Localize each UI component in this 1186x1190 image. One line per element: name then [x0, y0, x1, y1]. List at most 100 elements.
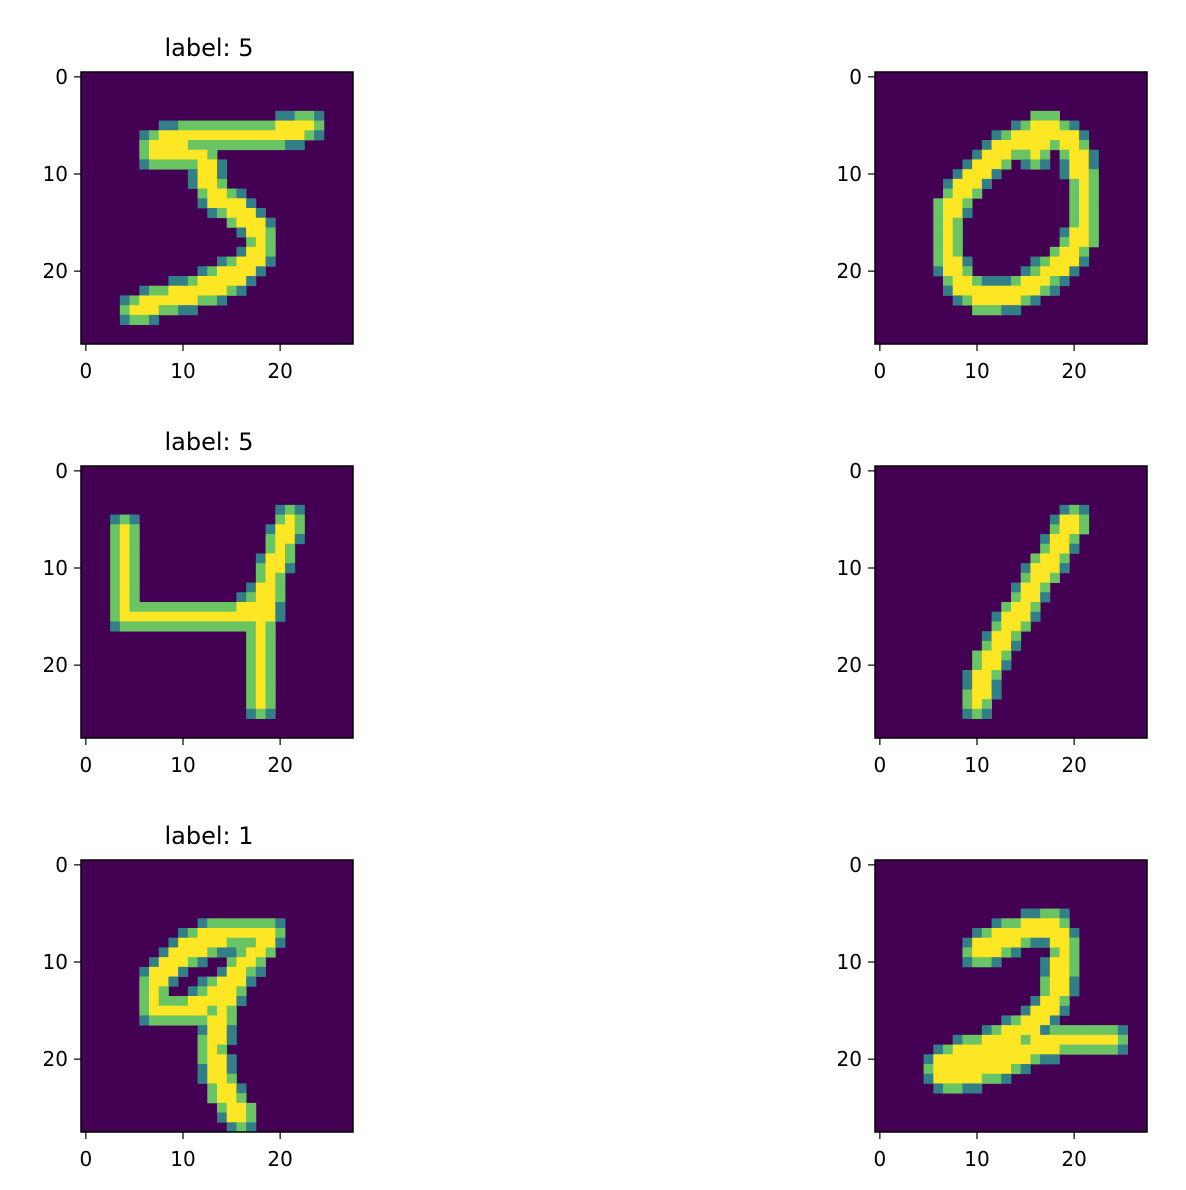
- image-pixel: [962, 1044, 973, 1055]
- image-pixel: [149, 1005, 160, 1016]
- image-pixel: [217, 937, 228, 948]
- image-pixel: [285, 110, 296, 121]
- image-pixel: [314, 110, 325, 121]
- image-pixel: [1069, 937, 1080, 948]
- image-pixel: [1059, 524, 1070, 535]
- image-pixel: [187, 1015, 198, 1026]
- image-pixel: [1049, 986, 1060, 997]
- image-pixel: [168, 976, 179, 987]
- image-pixel: [110, 514, 121, 525]
- image-pixel: [1088, 188, 1099, 199]
- y-tick-label: 20: [43, 1047, 68, 1071]
- image-pixel: [1079, 504, 1090, 515]
- image-pixel: [1020, 592, 1031, 603]
- image-pixel: [255, 237, 266, 248]
- image-pixel: [1030, 1034, 1041, 1045]
- image-pixel: [1108, 1025, 1119, 1036]
- image-pixel: [139, 149, 150, 160]
- image-pixel: [962, 169, 973, 180]
- image-pixel: [119, 563, 130, 574]
- image-pixel: [275, 140, 286, 151]
- image-pixel: [991, 947, 1002, 958]
- image-pixel: [1001, 602, 1012, 613]
- image-pixel: [265, 582, 276, 593]
- image-pixel: [129, 314, 140, 325]
- image-pixel: [1040, 130, 1051, 141]
- image-pixel: [1020, 1005, 1031, 1016]
- x-tick-label: 20: [1061, 1147, 1086, 1171]
- image-pixel: [129, 305, 140, 316]
- image-pixel: [110, 553, 121, 564]
- image-pixel: [207, 918, 218, 929]
- image-pixel: [226, 1034, 237, 1045]
- image-pixel: [294, 140, 305, 151]
- image-pixel: [217, 130, 228, 141]
- image-pixel: [255, 553, 266, 564]
- image-pixel: [1059, 227, 1070, 238]
- image-pixel: [933, 208, 944, 219]
- image-pixel: [255, 572, 266, 583]
- image-pixel: [1001, 1025, 1012, 1036]
- image-pixel: [275, 928, 286, 939]
- image-pixel: [991, 679, 1002, 690]
- image-pixel: [149, 130, 160, 141]
- image-pixel: [1059, 918, 1070, 929]
- image-pixel: [168, 295, 179, 306]
- image-pixel: [943, 1054, 954, 1065]
- image-pixel: [129, 524, 140, 535]
- image-pixel: [943, 198, 954, 209]
- image-pixel: [1069, 208, 1080, 219]
- image-pixel: [1069, 1034, 1080, 1045]
- image-pixel: [1059, 534, 1070, 545]
- y-tick-label: 20: [43, 653, 68, 677]
- image-pixel: [1040, 534, 1051, 545]
- image-pixel: [246, 227, 257, 238]
- image-pixel: [129, 611, 140, 622]
- image-pixel: [275, 572, 286, 583]
- image-pixel: [246, 140, 257, 151]
- image-pixel: [207, 1015, 218, 1026]
- image-pixel: [991, 928, 1002, 939]
- image-pixel: [1059, 957, 1070, 968]
- image-pixel: [991, 140, 1002, 151]
- image-pixel: [149, 976, 160, 987]
- image-pixel: [255, 582, 266, 593]
- image-pixel: [1117, 1034, 1128, 1045]
- image-pixel: [217, 1112, 228, 1123]
- image-pixel: [217, 120, 228, 131]
- image-pixel: [1030, 266, 1041, 277]
- image-pixel: [991, 1073, 1002, 1084]
- image-pixel: [981, 947, 992, 958]
- image-pixel: [1030, 908, 1041, 919]
- image-pixel: [226, 1054, 237, 1065]
- image-pixel: [294, 524, 305, 535]
- y-tick-label: 0: [849, 459, 862, 483]
- image-pixel: [207, 159, 218, 170]
- image-pixel: [149, 159, 160, 170]
- image-pixel: [991, 621, 1002, 632]
- y-tick-label: 20: [837, 259, 862, 283]
- image-pixel: [1011, 1044, 1022, 1055]
- image-pixel: [1020, 1054, 1031, 1065]
- x-tick-label: 10: [170, 1147, 195, 1171]
- image-pixel: [952, 1064, 963, 1075]
- subplot-6: 0 10 20 0 10 20: [837, 853, 1148, 1171]
- image-pixel: [981, 1054, 992, 1065]
- image-pixel: [1040, 1025, 1051, 1036]
- image-pixel: [943, 276, 954, 287]
- image-pixel: [255, 650, 266, 661]
- image-pixel: [110, 582, 121, 593]
- image-pixel: [1049, 246, 1060, 257]
- image-pixel: [197, 621, 208, 632]
- y-tick-label: 10: [837, 162, 862, 186]
- image-pixel: [1040, 140, 1051, 151]
- x-tick-label: 20: [267, 753, 292, 777]
- image-pixel: [197, 130, 208, 141]
- image-pixel: [981, 670, 992, 681]
- image-pixel: [972, 670, 983, 681]
- image-pixel: [255, 918, 266, 929]
- image-pixel: [236, 130, 247, 141]
- image-pixel: [962, 266, 973, 277]
- image-pixel: [304, 130, 315, 141]
- image-pixel: [285, 524, 296, 535]
